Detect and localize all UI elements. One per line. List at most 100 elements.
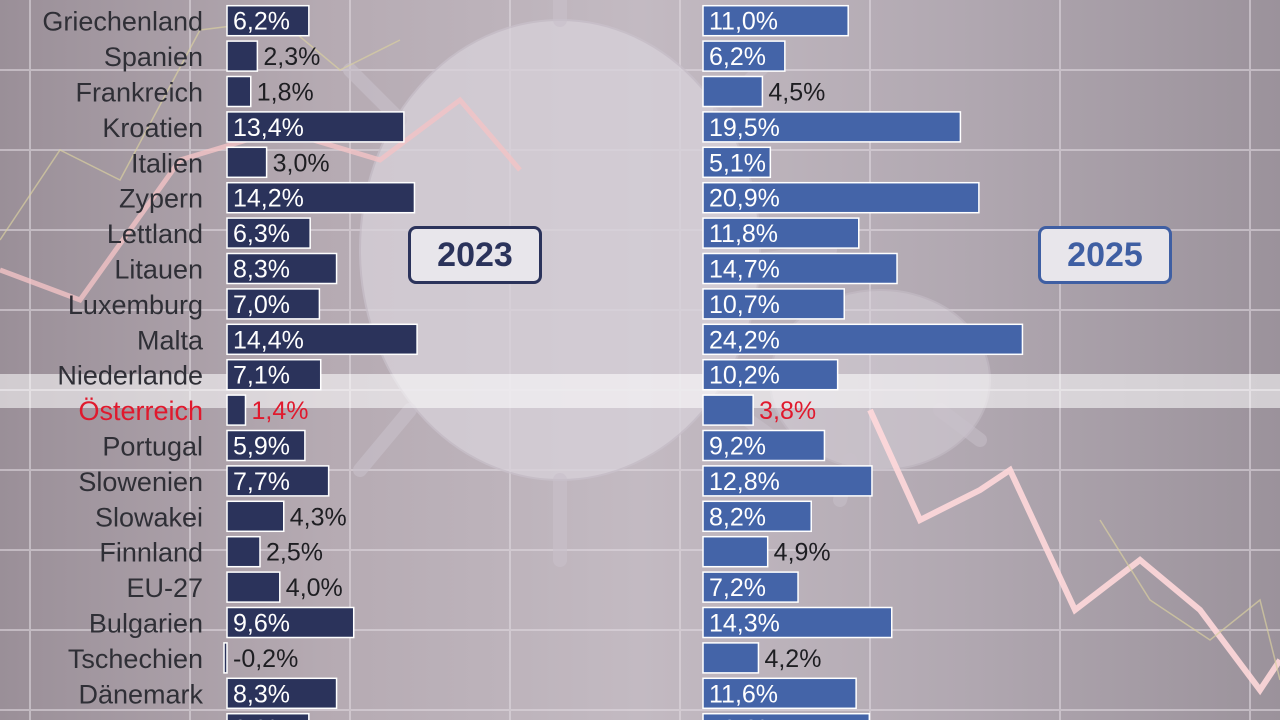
legend-2023-label: 2023: [437, 235, 513, 274]
bar-2025-finnland: [702, 535, 769, 568]
country-label-niederlande: Niederlande: [57, 361, 203, 391]
bar-2025-portugal: [702, 429, 826, 462]
value-label-2025-daenemark: 11,6%: [709, 680, 778, 708]
value-label-2023-niederlande: 7,1%: [233, 362, 290, 390]
value-label-2023-italien: 3,0%: [273, 149, 330, 177]
value-label-2023-bulgarien: 9,6%: [233, 610, 290, 638]
country-label-finnland: Finnland: [99, 538, 203, 568]
value-label-2025-eu-27: 7,2%: [709, 574, 766, 602]
country-label-italien: Italien: [131, 148, 203, 178]
bar-2025-griechenland: [702, 4, 849, 37]
value-label-2025-kroatien: 19,5%: [709, 114, 780, 142]
value-label-2025-portugal: 9,2%: [709, 433, 766, 461]
value-label-2023-portugal: 5,9%: [233, 433, 290, 461]
country-label-luxemburg: Luxemburg: [68, 290, 203, 320]
value-label-2023-daenemark: 8,3%: [233, 680, 290, 708]
country-label-ungarn: Ungarn: [114, 715, 203, 720]
value-label-2023-tschechien: -0,2%: [233, 645, 298, 673]
country-label-bulgarien: Bulgarien: [89, 609, 203, 639]
bar-2023-slowenien: [226, 465, 330, 497]
bar-2023-eu-27: [226, 571, 281, 603]
bar-2025-oesterreich: [702, 394, 754, 426]
highlight-band: [0, 374, 1280, 408]
value-label-2023-oesterreich: 1,4%: [251, 397, 308, 425]
bar-2023-lettland: [226, 217, 311, 249]
country-label-litauen: Litauen: [114, 255, 203, 285]
bar-2023-griechenland: [226, 4, 310, 37]
bar-2023-malta: [226, 323, 418, 356]
bar-2025-tschechien: [702, 642, 760, 674]
country-label-griechenland: Griechenland: [42, 7, 203, 37]
value-label-2025-niederlande: 10,2%: [709, 362, 780, 390]
value-label-2023-slowenien: 7,7%: [233, 468, 290, 496]
country-label-zypern: Zypern: [119, 184, 203, 214]
country-label-eu-27: EU-27: [126, 573, 203, 603]
background-trend-line-falling: [867, 408, 1280, 696]
value-label-2025-malta: 24,2%: [709, 326, 780, 354]
legend-2025: 2025: [1038, 226, 1172, 284]
bar-2023-niederlande: [226, 358, 322, 391]
country-label-frankreich: Frankreich: [75, 78, 203, 108]
country-label-slowakei: Slowakei: [95, 502, 203, 532]
value-label-2023-griechenland: 6,2%: [233, 8, 290, 36]
value-label-2023-frankreich: 1,8%: [257, 79, 314, 107]
bar-2025-kroatien: [702, 111, 962, 143]
country-label-lettland: Lettland: [107, 219, 203, 249]
value-label-2025-lettland: 11,8%: [709, 220, 778, 248]
value-label-2023-kroatien: 13,4%: [233, 114, 304, 142]
bar-2025-slowakei: [702, 500, 812, 533]
value-label-2025-ungarn: 12,6%: [709, 716, 780, 720]
bars-2023: 6,2% 2,3% 1,8% 13,4% 3,0% 14,2% 6,3% 8,3% 7,0% 14…: [223, 4, 418, 720]
bar-2025-litauen: [702, 252, 898, 285]
value-label-2023-slowakei: 4,3%: [290, 503, 347, 531]
bar-2023-daenemark: [226, 677, 338, 710]
bar-2023-bulgarien: [226, 606, 355, 639]
value-label-2025-litauen: 14,7%: [709, 256, 780, 284]
value-label-2025-slowenien: 12,8%: [709, 468, 780, 496]
country-label-kroatien: Kroatien: [102, 113, 203, 143]
bar-2025-bulgarien: [702, 606, 893, 639]
bar-2025-daenemark: [702, 677, 857, 710]
value-label-2025-bulgarien: 14,3%: [709, 610, 780, 638]
background-thin-line: [0, 19, 401, 241]
bar-2025-malta: [702, 323, 1024, 356]
value-label-2025-finnland: 4,9%: [774, 539, 831, 567]
bar-2025-lettland: [702, 217, 860, 249]
value-label-2025-oesterreich: 3,8%: [759, 397, 816, 425]
bar-2025-eu-27: [702, 571, 799, 603]
bar-2023-litauen: [226, 252, 338, 285]
bar-2023-spanien: [226, 40, 259, 72]
country-labels: Griechenland Spanien Frankreich Kroatien Ita…: [42, 7, 204, 720]
bar-2023-luxemburg: [226, 288, 321, 320]
country-label-slowenien: Slowenien: [78, 467, 203, 497]
value-label-2023-ungarn: 6,2%: [233, 716, 290, 720]
country-label-spanien: Spanien: [104, 42, 203, 72]
bar-2023-ungarn: [226, 712, 310, 720]
bar-2023-zypern: [226, 181, 416, 214]
bar-2023-slowakei: [226, 500, 285, 533]
country-label-daenemark: Dänemark: [78, 679, 203, 709]
background-thin-line-right: [1099, 519, 1280, 681]
bar-2025-spanien: [702, 40, 786, 72]
bar-2023-kroatien: [226, 111, 405, 143]
bar-2023-tschechien: [223, 642, 228, 674]
value-label-2025-tschechien: 4,2%: [764, 645, 821, 673]
value-label-2023-luxemburg: 7,0%: [233, 291, 290, 319]
bar-2023-portugal: [226, 429, 306, 462]
bars-2025: 11,0% 6,2%4,5% 19,5% 5,1% 20,9% 11,8% 14,7% 10,…: [702, 4, 1024, 720]
value-label-2025-slowakei: 8,2%: [709, 503, 766, 531]
value-label-2023-zypern: 14,2%: [233, 185, 304, 213]
country-label-oesterreich: Österreich: [78, 396, 203, 426]
country-label-malta: Malta: [137, 325, 204, 355]
value-label-2023-malta: 14,4%: [233, 326, 304, 354]
value-label-2025-spanien: 6,2%: [709, 43, 766, 71]
value-label-2025-griechenland: 11,0%: [709, 8, 778, 36]
value-label-2023-finnland: 2,5%: [266, 539, 323, 567]
country-label-tschechien: Tschechien: [68, 644, 203, 674]
legend-2025-label: 2025: [1067, 235, 1143, 274]
value-label-2025-zypern: 20,9%: [709, 185, 780, 213]
value-label-2025-italien: 5,1%: [709, 149, 766, 177]
legend-2023: 2023: [408, 226, 542, 284]
value-label-2025-frankreich: 4,5%: [768, 79, 825, 107]
